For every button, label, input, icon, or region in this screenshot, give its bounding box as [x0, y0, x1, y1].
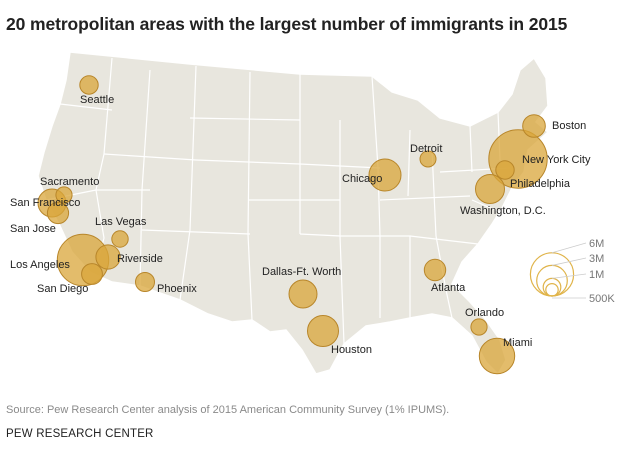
legend-label-1m: 1M	[589, 269, 604, 281]
bubble-sacramento	[55, 186, 73, 204]
map-title: 20 metropolitan areas with the largest n…	[6, 14, 568, 34]
bubble-washington-d-c	[475, 174, 505, 204]
label-philadelphia: Philadelphia	[510, 178, 571, 190]
label-los-angeles: Los Angeles	[10, 259, 70, 271]
bubble-riverside	[95, 244, 121, 270]
label-washington-d-c: Washington, D.C.	[460, 205, 546, 217]
bubble-boston	[522, 114, 546, 138]
legend-leader-3m	[551, 257, 587, 266]
label-riverside: Riverside	[117, 253, 163, 265]
label-atlanta: Atlanta	[431, 282, 466, 294]
legend-label-6m: 6M	[589, 238, 604, 250]
bubble-miami	[478, 337, 516, 375]
bubble-san-diego	[81, 263, 103, 285]
legend-leader-6m	[551, 242, 587, 254]
label-dallas-ft-worth: Dallas-Ft. Worth	[262, 266, 341, 278]
bubble-detroit	[419, 150, 437, 168]
label-detroit: Detroit	[410, 143, 442, 155]
legend-circle-500k	[545, 282, 559, 297]
label-houston: Houston	[331, 344, 372, 356]
bubble-dallas-ft-worth	[288, 279, 318, 309]
bubble-layer: New York City Los Angeles Miami Chicago San …	[10, 75, 615, 375]
label-miami: Miami	[503, 337, 532, 349]
label-chicago: Chicago	[342, 173, 382, 185]
bubble-philadelphia	[495, 160, 515, 180]
bubble-san-jose	[46, 201, 70, 225]
bubble-chicago	[368, 158, 402, 192]
size-legend: 6M 3M 1M 500K	[529, 238, 615, 305]
legend-label-500k: 500K	[589, 293, 615, 305]
label-las-vegas: Las Vegas	[95, 216, 147, 228]
bubble-seattle	[79, 75, 99, 95]
legend-circle-3m	[536, 264, 568, 297]
label-sacramento: Sacramento	[40, 176, 99, 188]
bubble-phoenix	[135, 272, 155, 292]
legend-label-3m: 3M	[589, 253, 604, 265]
bubble-houston	[307, 315, 339, 347]
legend-circle-6m	[529, 252, 575, 297]
label-orlando: Orlando	[465, 307, 504, 319]
source-note: Source: Pew Research Center analysis of …	[6, 404, 450, 416]
label-seattle: Seattle	[80, 94, 114, 106]
label-san-francisco: San Francisco	[10, 197, 80, 209]
label-san-jose: San Jose	[10, 223, 56, 235]
legend-leader-1m	[551, 273, 587, 279]
label-phoenix: Phoenix	[157, 283, 197, 295]
bubble-atlanta	[423, 258, 447, 282]
organization-credit: PEW RESEARCH CENTER	[6, 428, 154, 440]
label-boston: Boston	[552, 120, 586, 132]
bubble-orlando	[470, 318, 488, 336]
label-san-diego: San Diego	[37, 283, 88, 295]
us-map	[37, 51, 550, 376]
label-new-york-city: New York City	[522, 154, 591, 166]
bubble-las-vegas	[111, 230, 129, 248]
